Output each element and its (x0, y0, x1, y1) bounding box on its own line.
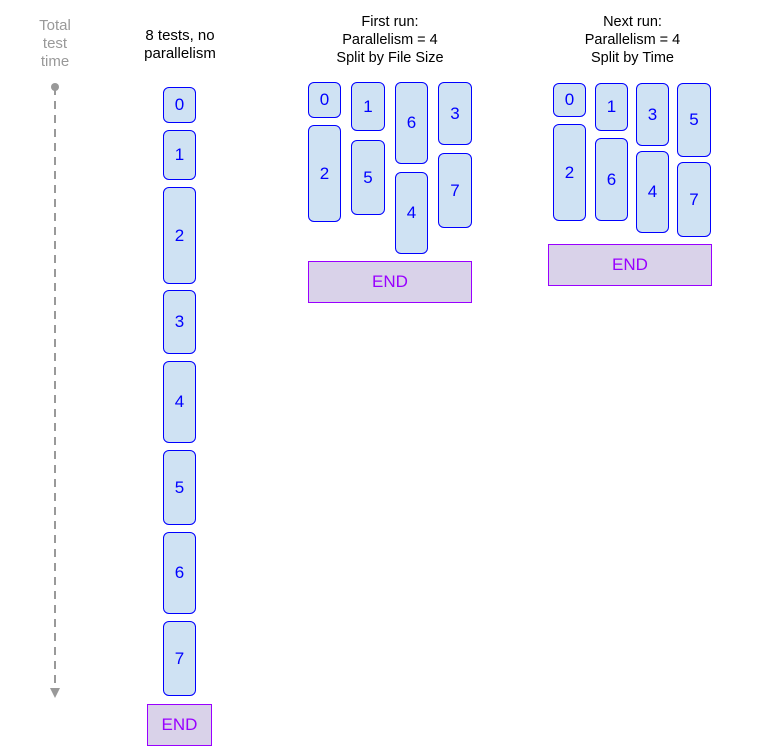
test-box: 1 (595, 83, 628, 131)
test-box: 2 (553, 124, 586, 221)
title-line: Split by Time (591, 50, 674, 66)
column-title-first-run: First run: Parallelism = 4 Split by File… (310, 13, 470, 67)
test-box: 2 (308, 125, 341, 222)
axis-label-line: time (40, 53, 70, 70)
test-box: 1 (163, 130, 196, 180)
test-box: 0 (553, 83, 586, 117)
title-line: 8 tests, no (145, 27, 215, 44)
end-box: END (147, 704, 212, 746)
test-box: 1 (351, 82, 385, 131)
test-box: 0 (308, 82, 341, 118)
test-box: 5 (677, 83, 711, 157)
title-line: First run: (361, 14, 419, 30)
test-box: 0 (163, 87, 196, 123)
axis-label: Total test time (25, 17, 85, 71)
title-line: Next run: (603, 14, 662, 30)
axis-label-line: test (42, 35, 68, 52)
title-line: Parallelism = 4 (342, 32, 438, 48)
test-box: 6 (395, 82, 428, 164)
test-box: 3 (438, 82, 472, 145)
test-box: 4 (636, 151, 669, 233)
test-box: 6 (595, 138, 628, 221)
axis-label-line: Total (39, 17, 71, 34)
test-box: 6 (163, 532, 196, 614)
test-box: 5 (351, 140, 385, 215)
test-box: 7 (163, 621, 196, 696)
test-box: 7 (677, 162, 711, 237)
test-box: 5 (163, 450, 196, 525)
column-title-sequential: 8 tests, no parallelism (110, 27, 250, 63)
test-box: 3 (163, 290, 196, 354)
test-box: 4 (395, 172, 428, 254)
end-box: END (308, 261, 472, 303)
title-line: Split by File Size (336, 50, 444, 66)
test-box: 7 (438, 153, 472, 228)
end-box: END (548, 244, 712, 286)
title-line: parallelism (144, 45, 216, 62)
title-line: Parallelism = 4 (584, 32, 681, 48)
test-box: 3 (636, 83, 669, 146)
test-box: 2 (163, 187, 196, 284)
test-box: 4 (163, 361, 196, 443)
column-title-next-run: Next run: Parallelism = 4 Split by Time (550, 13, 715, 67)
